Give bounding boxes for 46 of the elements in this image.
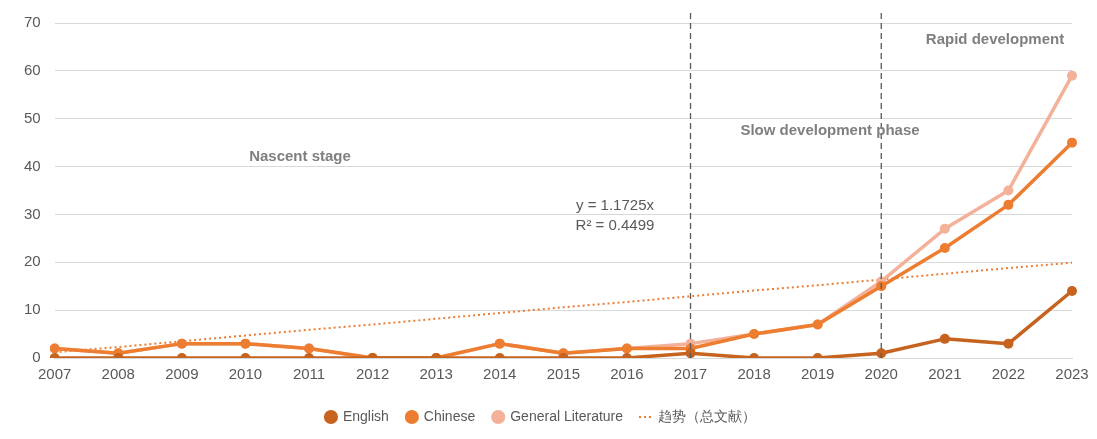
x-tick-label: 2020 — [864, 365, 898, 383]
y-tick-label: 50 — [24, 108, 41, 126]
y-tick-label: 40 — [24, 156, 41, 174]
point — [876, 348, 887, 358]
x-tick-label: 2012 — [355, 365, 390, 383]
point — [1067, 286, 1077, 296]
x-tick-label: 2015 — [546, 365, 581, 383]
x-tick-label: 2013 — [419, 365, 453, 383]
x-tick-label: 2021 — [928, 365, 962, 383]
y-tick-label: 20 — [24, 252, 41, 270]
y-tick-label: 70 — [24, 13, 41, 31]
y-tick-label: 10 — [24, 300, 41, 318]
x-tick-label: 2017 — [673, 365, 708, 383]
x-tick-label: 2014 — [483, 365, 517, 383]
y-tick-label: 0 — [32, 348, 41, 366]
annotation: Nascent stage — [249, 147, 351, 165]
annotation: y = 1.1725x — [576, 196, 655, 214]
legend-label: Chinese — [423, 407, 476, 424]
annotation: Rapid development — [925, 30, 1065, 48]
x-tick-label: 2009 — [165, 365, 199, 383]
x-tick-label: 2010 — [228, 365, 263, 383]
x-tick-label: 2011 — [292, 365, 326, 383]
y-tick-label: 60 — [24, 61, 41, 78]
y-tick-label: 30 — [24, 204, 41, 222]
x-tick-label: 2018 — [737, 365, 771, 383]
point — [939, 223, 950, 234]
x-tick-label: 2023 — [1055, 365, 1089, 383]
point — [685, 348, 696, 358]
x-tick-label: 2019 — [800, 365, 835, 383]
point — [1003, 185, 1014, 196]
point — [1003, 199, 1014, 210]
legend-label: 趋势（总文献） — [658, 407, 757, 424]
x-tick-label: 2008 — [101, 365, 135, 383]
x-tick-label: 2007 — [38, 365, 72, 383]
x-tick-label: 2022 — [991, 365, 1026, 383]
legend-label: General Literature — [510, 407, 624, 424]
point — [876, 281, 887, 292]
point — [939, 242, 950, 253]
point — [1067, 70, 1077, 81]
x-tick-label: 2016 — [610, 365, 644, 383]
point — [939, 333, 950, 344]
annotation: R² = 0.4499 — [575, 216, 655, 234]
legend-label: English — [342, 407, 389, 424]
point — [1003, 338, 1014, 349]
annotation: Slow development phase — [740, 121, 920, 139]
point — [1067, 137, 1077, 148]
